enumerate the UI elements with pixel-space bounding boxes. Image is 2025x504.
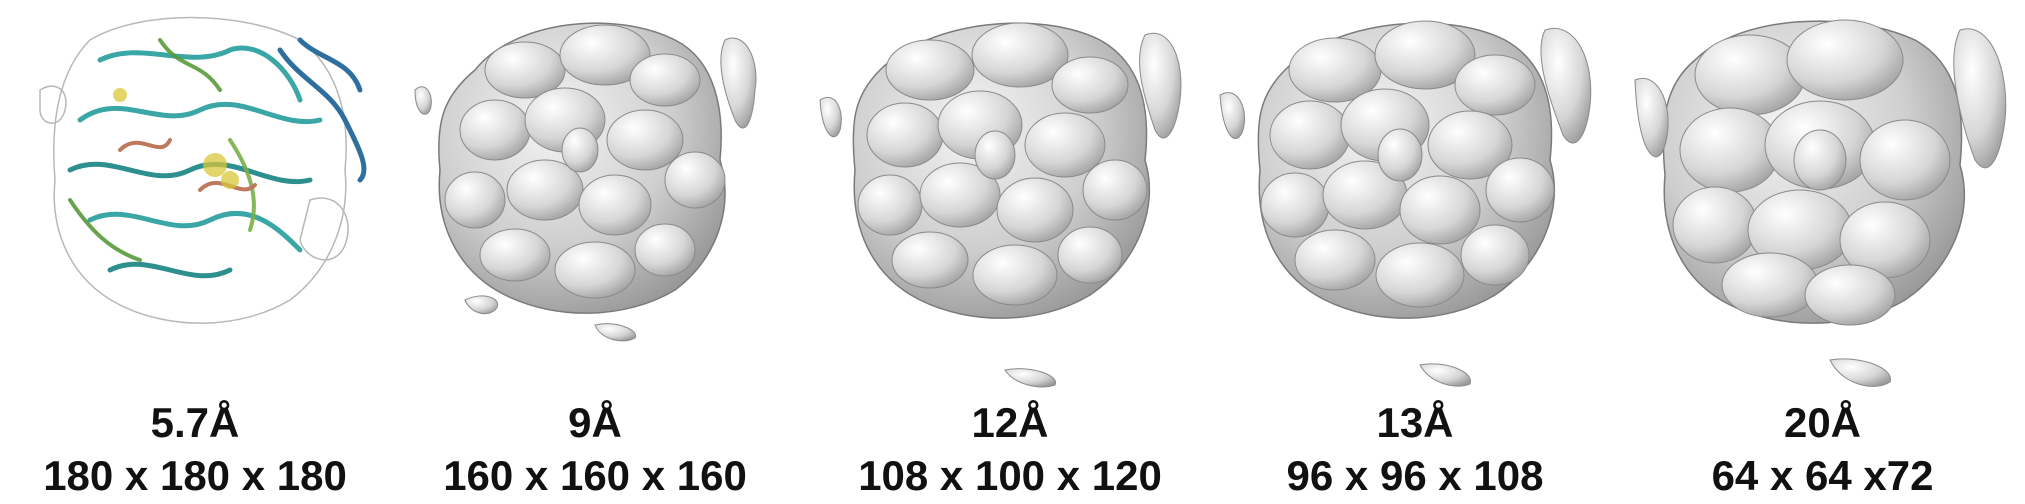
box-size-label: 160 x 160 x 160 <box>443 452 747 499</box>
box-size-label: 180 x 180 x 180 <box>43 452 347 499</box>
density-map-9A <box>414 22 757 342</box>
panel-caption: 5.7Å 180 x 180 x 180 <box>0 398 390 504</box>
ribosome-atomic-model <box>39 16 367 324</box>
panel-caption: 12Å 108 x 100 x 120 <box>810 398 1210 504</box>
density-map-20A <box>1634 19 2007 387</box>
panel-caption: 20Å 64 x 64 x72 <box>1620 398 2025 504</box>
box-size-label: 64 x 64 x72 <box>1711 452 1934 499</box>
density-map-13A <box>1219 20 1592 387</box>
panel-caption: 9Å 160 x 160 x 160 <box>395 398 795 504</box>
panel-12A: 12Å 108 x 100 x 120 <box>810 0 1210 502</box>
panel-caption: 13Å 96 x 96 x 108 <box>1215 398 1615 504</box>
density-map-12A <box>819 22 1182 388</box>
panel-5-7A: 5.7Å 180 x 180 x 180 <box>0 0 390 502</box>
panel-20A: 20Å 64 x 64 x72 <box>1620 0 2025 502</box>
resolution-label: 13Å <box>1376 399 1454 446</box>
resolution-label: 20Å <box>1783 399 1862 446</box>
box-size-label: 108 x 100 x 120 <box>858 452 1162 499</box>
resolution-label: 5.7Å <box>150 399 240 446</box>
box-size-label: 96 x 96 x 108 <box>1286 452 1544 499</box>
panel-9A: 9Å 160 x 160 x 160 <box>395 0 795 502</box>
resolution-label: 12Å <box>971 399 1049 446</box>
resolution-label: 9Å <box>568 399 622 446</box>
panel-13A: 13Å 96 x 96 x 108 <box>1215 0 1615 502</box>
